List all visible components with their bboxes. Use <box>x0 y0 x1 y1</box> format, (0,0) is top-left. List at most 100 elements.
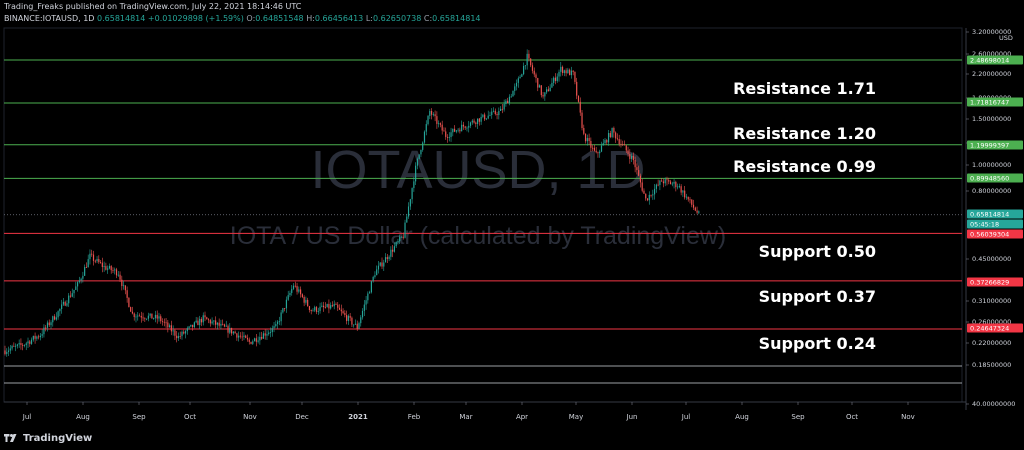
candle-body <box>319 306 321 311</box>
candle-body <box>498 110 500 116</box>
price-tag <box>967 277 1023 287</box>
candle-body <box>61 304 63 309</box>
level-annotation: Support 0.24 <box>759 334 876 353</box>
candle-body <box>558 71 560 77</box>
candle-body <box>172 330 174 332</box>
candle-body <box>517 78 519 83</box>
candle-body <box>569 69 571 76</box>
candle-body <box>25 343 27 346</box>
candle-body <box>370 281 372 293</box>
candle-body <box>452 128 454 133</box>
candle-body <box>204 315 206 318</box>
y-tick-label: 0.26000000 <box>972 318 1011 326</box>
candle-body <box>694 207 696 211</box>
candle-body <box>565 70 567 74</box>
x-tick-label: Nov <box>243 413 257 421</box>
candle-body <box>549 87 551 92</box>
candle-body <box>453 128 456 132</box>
candle-body <box>248 339 250 342</box>
price-tag <box>967 140 1023 150</box>
candle-body <box>181 331 183 337</box>
price-tag-label: 0.89948560 <box>970 175 1009 183</box>
candle-body <box>284 308 286 309</box>
candle-body <box>360 317 362 324</box>
axis-unit: USD <box>999 34 1013 42</box>
candle-body <box>338 307 341 310</box>
candle-body <box>496 114 498 116</box>
candle-body <box>618 139 620 145</box>
price-tag-label: 0.24647324 <box>970 325 1009 333</box>
price-tag <box>967 97 1023 107</box>
candle-body <box>526 53 528 66</box>
candle-body <box>413 181 415 189</box>
candle-body <box>664 179 666 184</box>
candle-body <box>623 144 626 146</box>
candle-body <box>429 111 431 116</box>
y-tick-label: 2.60000000 <box>972 50 1011 58</box>
candle-body <box>20 343 22 345</box>
candle-body <box>209 320 211 324</box>
candle-body <box>43 327 45 335</box>
level-annotation: Resistance 1.71 <box>733 79 876 98</box>
candle-body <box>59 308 61 312</box>
candle-body <box>156 314 158 319</box>
x-tick-label: Nov <box>901 413 915 421</box>
candle-body <box>652 194 654 196</box>
candle-body <box>657 184 659 186</box>
candle-body <box>671 183 673 185</box>
candle-body <box>53 316 56 320</box>
y-tick-label: 1.50000000 <box>972 115 1011 123</box>
candle-body <box>687 196 689 200</box>
candle-body <box>553 77 555 83</box>
candle-body <box>220 323 222 326</box>
candle-body <box>342 311 344 314</box>
candle-body <box>507 100 509 104</box>
candle-body <box>503 103 505 110</box>
candle-body <box>446 136 449 138</box>
candle-body <box>197 320 199 326</box>
candle-body <box>645 193 647 199</box>
candle-body <box>193 322 195 328</box>
candle-body <box>680 186 682 193</box>
candle-body <box>199 318 201 326</box>
candle-body <box>636 167 638 171</box>
candle-body <box>223 324 226 327</box>
candle-body <box>432 114 434 116</box>
candle-body <box>531 65 534 71</box>
candle-body <box>622 144 624 145</box>
candle-body <box>466 127 468 129</box>
candle-body <box>298 289 300 292</box>
candle-body <box>441 124 443 131</box>
candle-body <box>78 280 80 283</box>
candle-body <box>299 289 302 295</box>
price-chart[interactable]: IOTAUSD, 1D IOTA / US Dollar (calculated … <box>0 0 1024 430</box>
candle-body <box>630 156 633 159</box>
candle-body <box>177 336 180 339</box>
candle-body <box>521 74 523 77</box>
candle-body <box>537 78 539 88</box>
candle-body <box>554 77 557 81</box>
candle-body <box>393 246 395 252</box>
level-annotation: Resistance 1.20 <box>733 124 876 143</box>
candle-body <box>443 130 445 132</box>
low-label: L: <box>365 14 373 23</box>
candle-body <box>142 317 144 319</box>
candle-body <box>570 70 572 76</box>
candle-body <box>266 334 268 336</box>
candle-body <box>128 297 130 308</box>
candle-body <box>4 350 6 354</box>
candle-body <box>376 269 378 276</box>
candle-body <box>638 170 640 176</box>
price-tag-label: 1.71816747 <box>970 99 1009 107</box>
candle-body <box>55 317 57 320</box>
candle-body <box>358 323 360 329</box>
candle-body <box>271 328 273 333</box>
candle-body <box>691 199 693 205</box>
candle-body <box>597 152 599 154</box>
x-tick-label: Jul <box>22 413 32 421</box>
candle-body <box>471 120 473 123</box>
candle-body <box>508 96 511 104</box>
candle-body <box>165 322 167 324</box>
price-tag-label: 2.48698014 <box>970 57 1009 65</box>
candle-body <box>124 285 126 291</box>
